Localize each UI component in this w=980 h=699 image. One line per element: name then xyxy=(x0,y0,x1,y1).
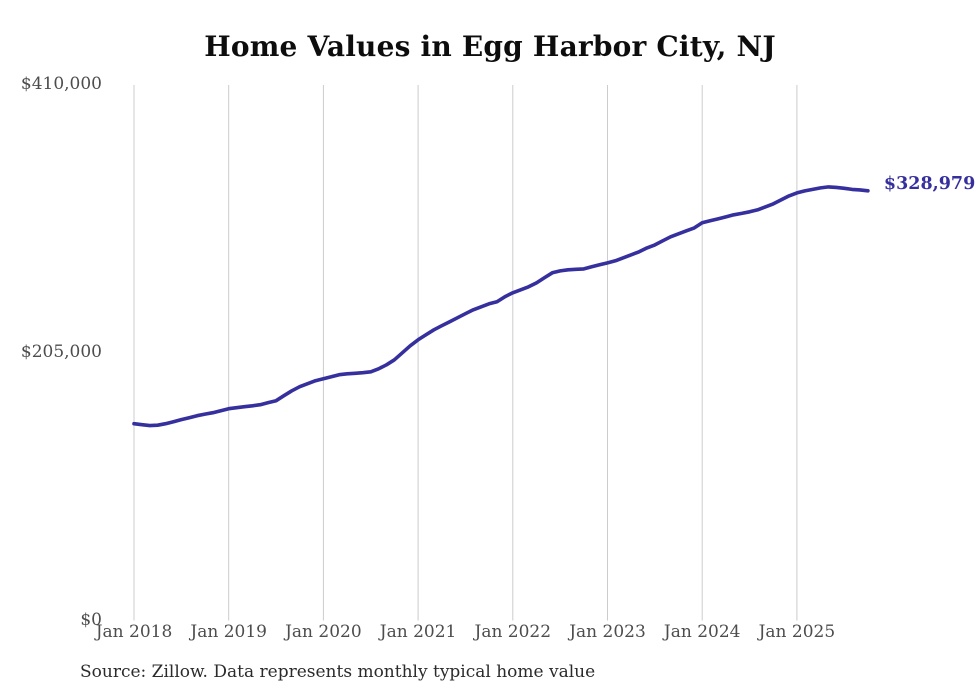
y-tick-label: $410,000 xyxy=(20,74,102,94)
chart-title: Home Values in Egg Harbor City, NJ xyxy=(204,30,776,63)
x-tick-label: Jan 2019 xyxy=(190,622,267,642)
x-tick-label: Jan 2025 xyxy=(758,622,836,642)
current-value-label: $328,979 xyxy=(883,173,976,194)
source-note: Source: Zillow. Data represents monthly … xyxy=(80,662,596,682)
gridlines xyxy=(133,85,798,621)
y-tick-label: $0 xyxy=(80,609,102,630)
x-tick-label: Jan 2024 xyxy=(663,622,741,642)
x-tick-label: Jan 2018 xyxy=(95,622,173,642)
y-tick-label: $205,000 xyxy=(20,341,102,362)
value-line xyxy=(132,185,870,428)
x-tick-label: Jan 2022 xyxy=(474,622,552,642)
x-tick-label: Jan 2021 xyxy=(379,622,457,642)
x-tick-label: Jan 2020 xyxy=(285,622,362,642)
x-tick-label: Jan 2023 xyxy=(569,622,646,642)
